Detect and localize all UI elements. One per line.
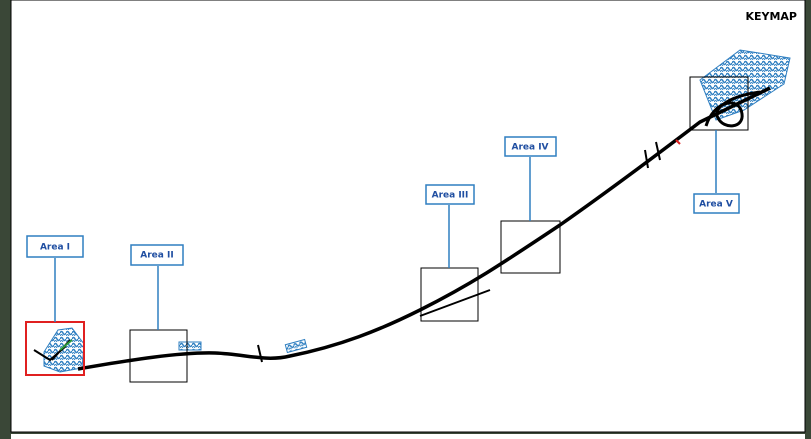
road-branch [59,339,73,351]
hatched-area [178,341,202,351]
road-alignment [77,86,771,371]
area-extent [689,76,749,131]
label-box [130,244,184,266]
label-box [425,184,475,205]
label-box [26,235,84,258]
marker [675,139,681,145]
label-box [693,193,740,214]
area-label: Area V [699,200,733,210]
label-boxes [26,136,740,266]
hatched-area [699,49,791,121]
area-label: Area I [40,243,70,253]
structure-mark [257,141,661,363]
hatched-area [284,338,308,354]
map-title: KEYMAP [745,10,797,23]
leader-lines [54,130,717,330]
area-label: Area III [432,191,469,201]
area-label: Area IV [511,143,548,153]
interchange [704,90,761,128]
area-label: Area II [140,251,173,261]
bottom-strip [11,434,805,439]
label-box [504,136,557,157]
